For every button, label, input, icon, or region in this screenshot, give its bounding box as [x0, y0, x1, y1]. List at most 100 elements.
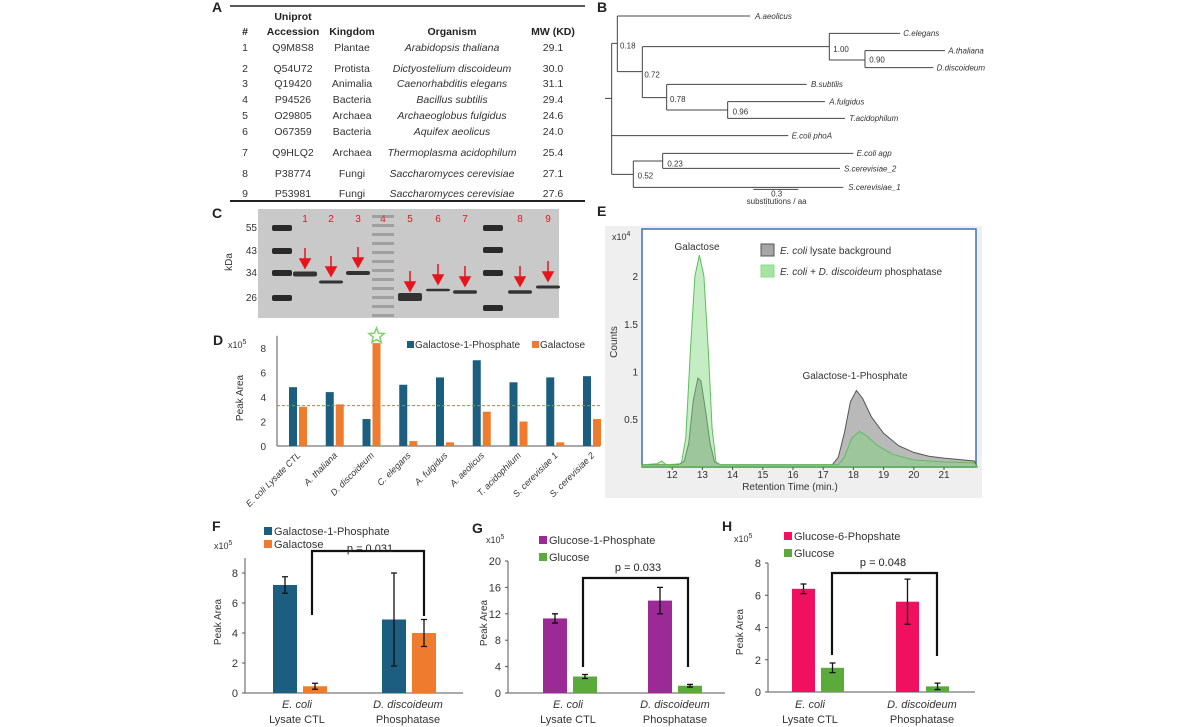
cell-accession: Q54U72: [273, 63, 312, 75]
smear-band: [372, 242, 394, 245]
y-tick-label: 6: [260, 369, 266, 380]
p-value-label: p = 0.031: [347, 543, 393, 555]
panel-label: E: [597, 203, 606, 219]
legend-swatch: [539, 536, 547, 544]
cell-mw: 30.0: [543, 63, 564, 75]
lane-number: 2: [328, 214, 334, 225]
bar: [678, 685, 702, 693]
marker-label: 55: [246, 223, 258, 234]
bar-galactose: [593, 419, 601, 446]
tip-label: E.coli phoA: [792, 132, 832, 141]
table-row: 5 O29805 Archaea Archaeoglobus fulgidus 24.6: [242, 110, 563, 122]
legend-label: Glucose-1-Phosphate: [549, 535, 655, 547]
table-row: 8 P38774 Fungi Saccharomyces cerevisiae 27.1: [242, 168, 563, 180]
chart-d: 0 2 4 6 8 Peak Area E. coli Lysate CTL A. thali…: [235, 325, 601, 509]
cell-organism: Saccharomyces cerevisiae: [390, 168, 515, 180]
cell-organism: Dictyostelium discoideum: [393, 63, 512, 75]
y-axis-label: Counts: [609, 326, 620, 358]
y-tick-label: 6: [232, 598, 238, 610]
tip-label: S.cerevisiae_2: [844, 165, 897, 174]
x-category-line1: E. coli: [795, 699, 826, 711]
bar-galactose: [409, 441, 418, 446]
y-tick-label: 20: [489, 556, 501, 568]
y-multiplier: x104: [612, 231, 631, 242]
cell-mw: 25.4: [543, 147, 564, 159]
panel-label: F: [212, 518, 221, 534]
y-multiplier: x105: [228, 339, 247, 350]
legend-swatch: [784, 532, 792, 540]
legend-swatch: [760, 264, 775, 278]
cell-kingdom: Bacteria: [333, 126, 372, 138]
x-tick-label: 15: [757, 470, 769, 481]
bar-galactose: [299, 406, 307, 446]
chart-e: 12 13 14 15 16 17 18 19 20 21 0.5 1 1.5 2 Counts Retent…: [609, 242, 979, 493]
ladder-band: [272, 248, 292, 254]
legend-label: Galactose-1-Phosphate: [274, 526, 390, 538]
support-value: 0.18: [620, 42, 636, 51]
y-tick-label: 0: [495, 688, 501, 700]
background-trace: [641, 377, 979, 468]
cell-num: 7: [242, 147, 248, 159]
error-bar: [829, 662, 836, 674]
cell-num: 6: [242, 126, 248, 138]
tip-label: A.aeolicus: [754, 12, 792, 21]
x-category-line1: E. coli: [282, 699, 313, 711]
protein-band: [453, 290, 477, 294]
legend-label-italic: E. coli: [780, 246, 808, 257]
cell-mw: 29.4: [543, 94, 564, 106]
panel-label: G: [472, 520, 483, 536]
red-arrow-icon: [541, 261, 555, 283]
lane-number: 9: [545, 214, 551, 225]
legend-label: Glucose-6-Phopshate: [794, 531, 900, 543]
support-value: 0.52: [638, 172, 654, 181]
cell-num: 5: [242, 110, 248, 122]
smear-band: [372, 260, 394, 263]
cell-mw: 24.6: [543, 110, 564, 122]
x-tick-label: A. aeolicus: [447, 450, 486, 489]
legend-swatch: [407, 341, 414, 348]
cell-accession: P38774: [275, 168, 311, 180]
legend-label: Galactose: [274, 539, 324, 551]
y-axis-label: Peak Area: [735, 608, 746, 655]
x-tick-label: 16: [787, 470, 799, 481]
smear-band: [372, 296, 394, 299]
red-arrow-icon: [513, 266, 527, 288]
chart-h: 0 2 4 6 8 Peak Area p = 0.048 Glucose-6-Phopsha…: [735, 531, 975, 726]
multiplier-base: x10: [214, 541, 229, 551]
chart-g: 0 4 8 12 16 20 Peak Area p = 0.033 Glucose-1-Pho…: [479, 535, 725, 726]
x-category-line1: D. discoideum: [640, 699, 710, 711]
ladder-band: [483, 270, 503, 276]
x-category-line2: Lysate CTL: [782, 714, 838, 726]
bar: [573, 676, 597, 693]
cell-kingdom: Bacteria: [333, 94, 372, 106]
cell-kingdom: Animalia: [332, 78, 372, 90]
phosphatase-trace: [641, 254, 979, 468]
error-bar: [312, 682, 318, 690]
lane-number: 7: [462, 214, 468, 225]
multiplier-exponent: 5: [501, 534, 505, 541]
header-kingdom: Kingdom: [329, 26, 375, 38]
ladder-band: [272, 295, 292, 301]
legend-label: E. coli lysate background: [780, 246, 891, 257]
support-value: 0.72: [644, 70, 660, 79]
cell-mw: 29.1: [543, 42, 564, 54]
cell-kingdom: Fungi: [339, 188, 365, 200]
panel-a-table: # Uniprot Accession Kingdom Organism MW …: [230, 5, 585, 202]
cell-accession: O29805: [274, 110, 312, 122]
multiplier-exponent: 5: [243, 339, 247, 346]
x-category-line2: Phosphatase: [643, 714, 707, 726]
y-axis-label: Peak Area: [213, 598, 224, 645]
marker-label: 34: [246, 268, 258, 279]
x-tick-label: 13: [697, 470, 709, 481]
lane-number: 1: [302, 214, 308, 225]
y-tick-label: 12: [489, 609, 501, 621]
p-value-label: p = 0.033: [615, 562, 661, 574]
multiplier-base: x10: [486, 535, 501, 545]
cell-mw: 27.1: [543, 168, 564, 180]
multiplier-exponent: 4: [627, 231, 631, 238]
protein-band: [508, 290, 532, 294]
panel-label: H: [722, 518, 732, 534]
significance-bracket: [310, 549, 426, 616]
red-arrow-icon: [403, 271, 417, 293]
